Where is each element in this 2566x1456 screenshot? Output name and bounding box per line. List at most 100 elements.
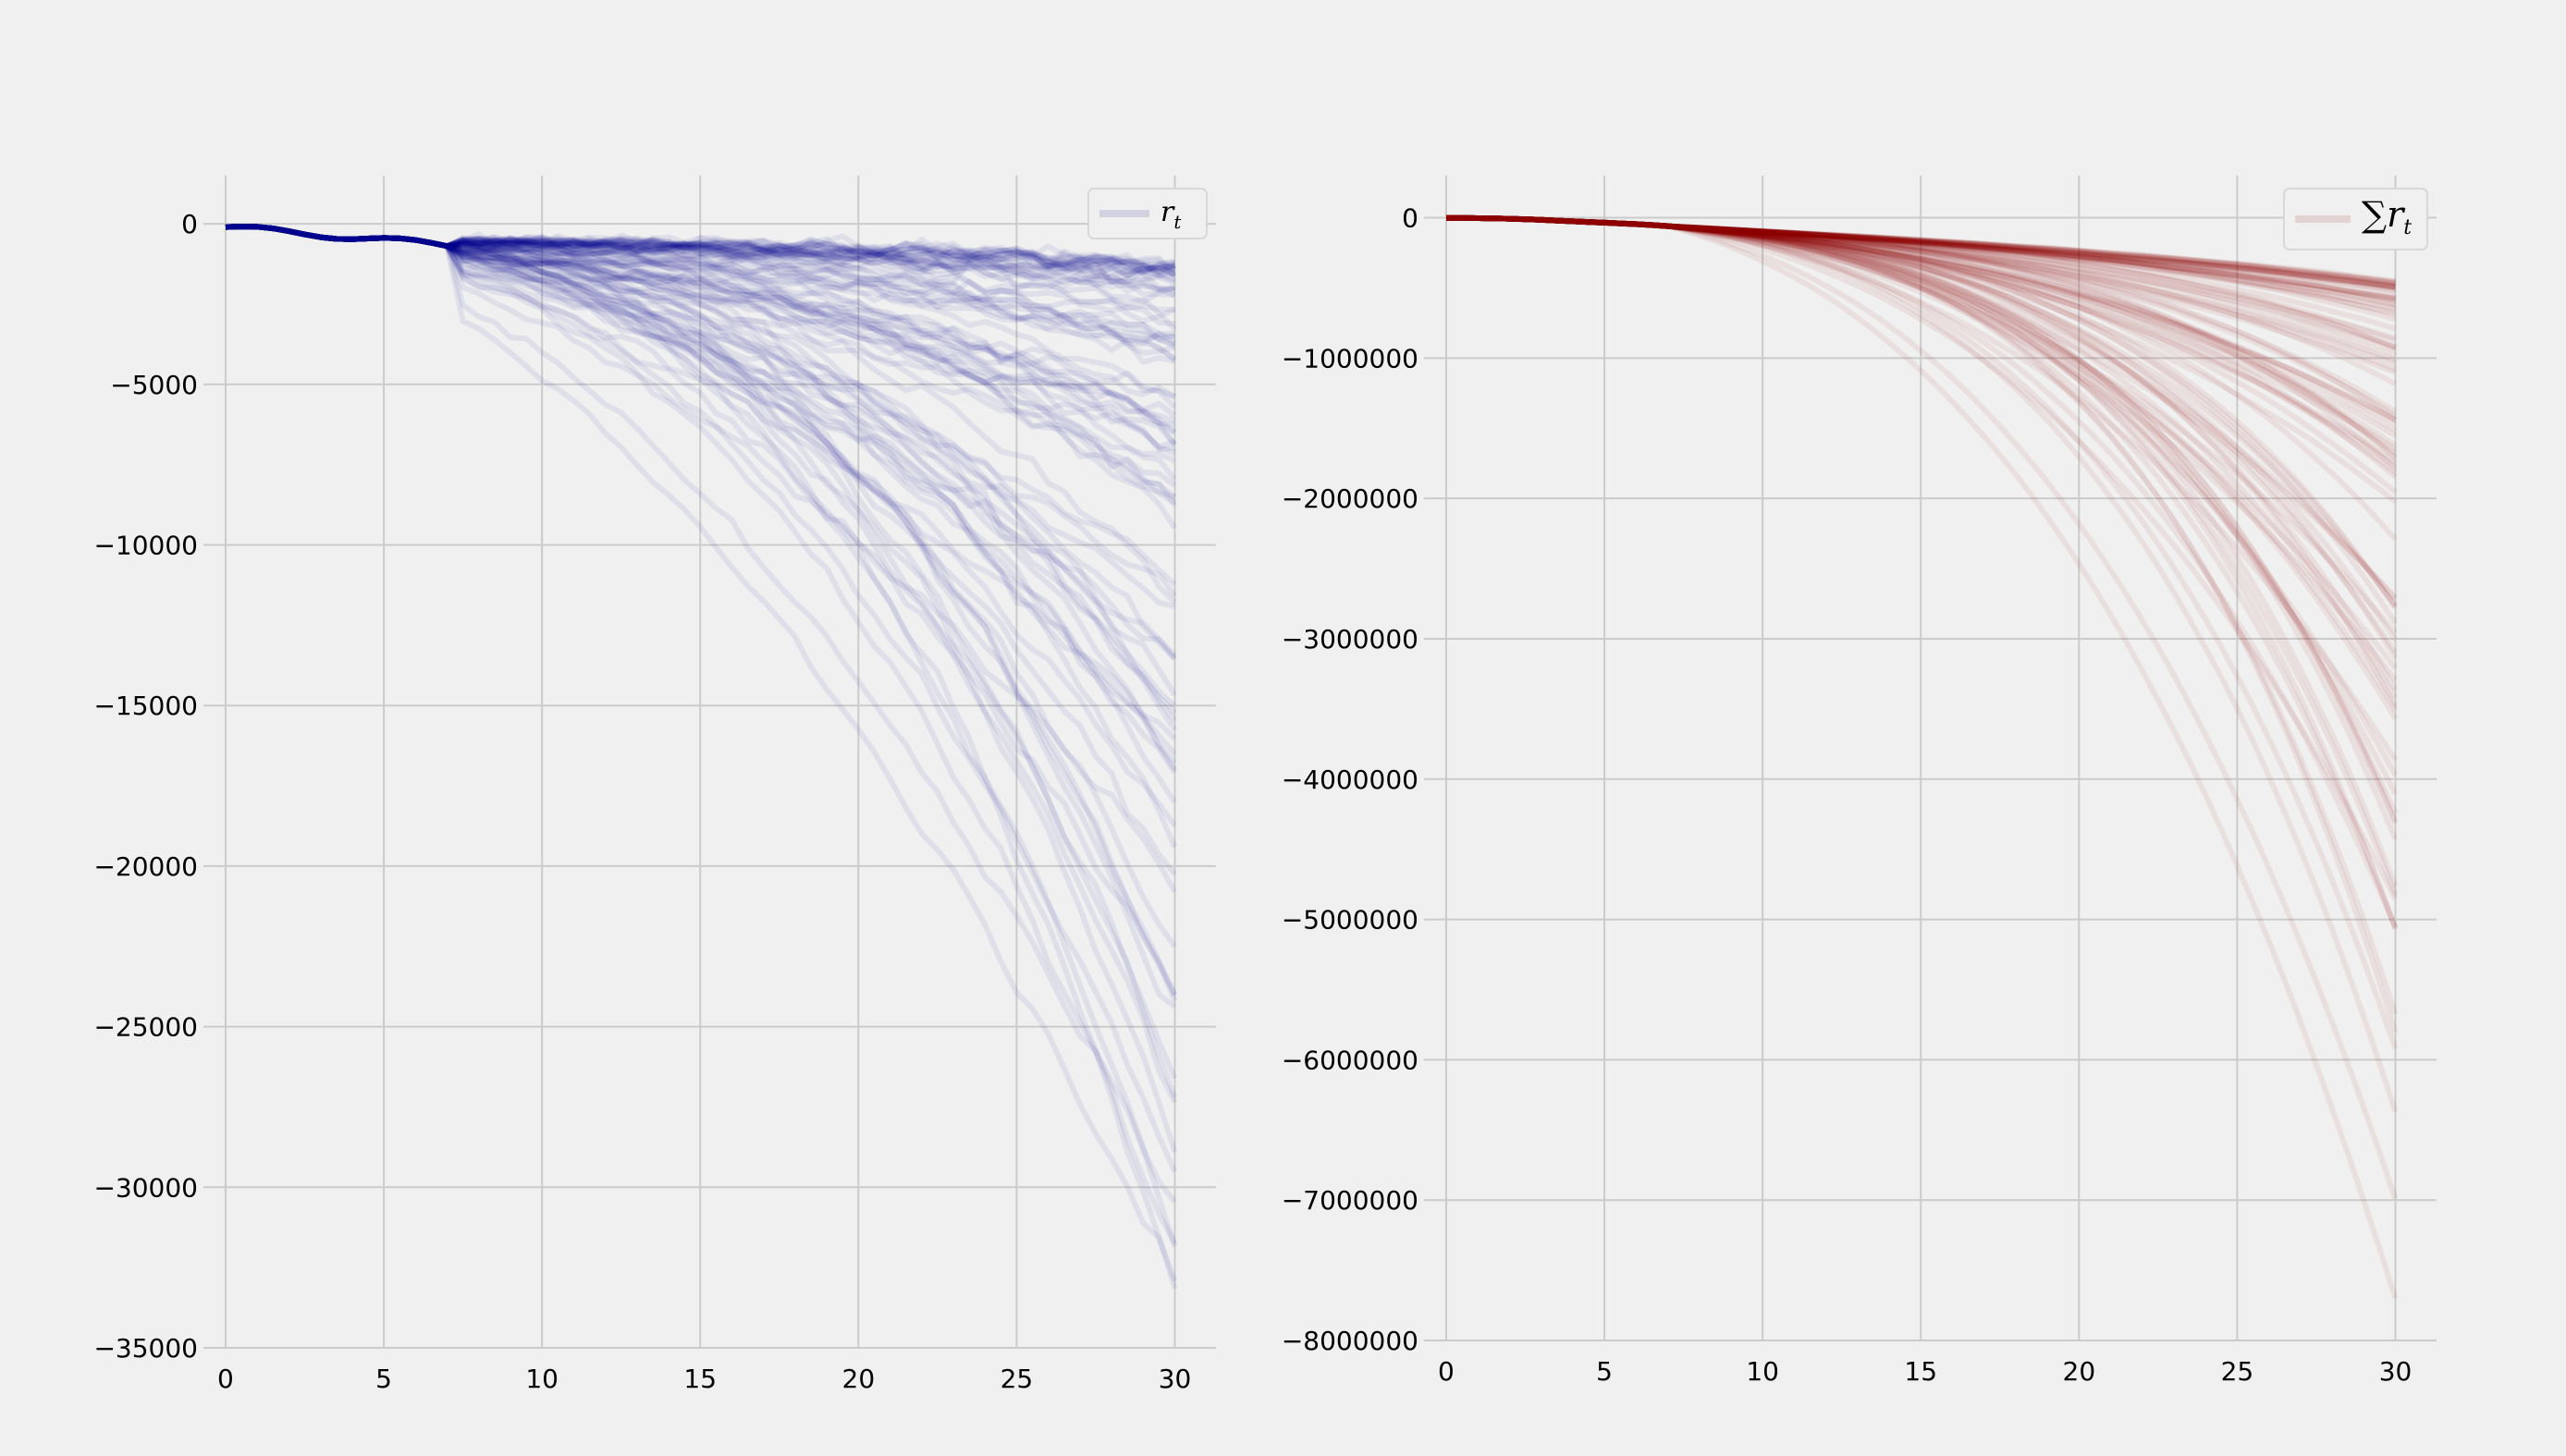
y-tick-label: −3000000 [1282,624,1418,655]
series-line [1445,214,2398,456]
series-line [1445,214,2399,931]
series-line [1445,214,2397,344]
series-line [225,224,1175,273]
series-line [225,224,1176,273]
series-line [1445,214,2396,286]
series-line [1445,214,2397,341]
series-line [225,224,1177,716]
series-line [225,224,1178,997]
series-line [225,224,1176,275]
series-line [1445,214,2397,427]
series-line [225,224,1177,765]
series-line [1445,214,2398,505]
x-tick-label: 25 [2221,1356,2254,1387]
series-line [1445,214,2397,312]
series-line [1445,214,2398,480]
series-line [225,224,1178,849]
series-line [225,224,1178,1080]
series-line [225,224,1177,272]
series-line [1445,214,2399,928]
series-line [1445,214,2398,439]
x-tick-label: 20 [2063,1356,2096,1387]
series-line [225,224,1177,508]
series-line [1445,214,2396,301]
series-line [1445,214,2399,777]
series-line [1445,214,2399,708]
right-chart-cumulative-rt: 0 5 10 15 20 25 30 0 −1000000 −2000000 −3000000 −4… [1282,176,2437,1387]
series-line [225,224,1178,804]
series-line [225,224,1175,276]
right-grid [1424,176,2437,1341]
series-line [1445,214,2396,290]
x-tick-label: 25 [1001,1364,1034,1394]
series-line [1445,214,2397,423]
series-line [225,224,1176,275]
series-line [225,224,1175,453]
x-tick-label: 30 [1159,1364,1192,1394]
series-line [225,224,1177,723]
series-line [1445,214,2399,825]
series-line [225,224,1177,876]
right-x-tick-labels: 0 5 10 15 20 25 30 [1438,1356,2412,1387]
series-line [225,224,1177,661]
series-line [225,224,1177,347]
x-tick-label: 5 [375,1364,392,1394]
series-line [225,224,1176,284]
series-line [225,224,1175,327]
series-line [225,224,1176,365]
y-tick-label: −8000000 [1282,1326,1418,1356]
series-line [1445,214,2398,542]
series-line [1445,214,2398,434]
series-line [225,224,1177,435]
y-tick-label: −5000000 [1282,905,1418,936]
series-line [1445,214,2399,700]
series-line [1445,214,2398,601]
series-line [225,224,1178,1282]
x-tick-label: 10 [525,1364,559,1394]
series-line [225,224,1175,343]
series-line [1445,214,2398,471]
series-line [225,224,1177,756]
series-line [225,224,1178,775]
series-line [225,224,1177,332]
series-line [1445,214,2397,350]
x-tick-label: 0 [1438,1356,1455,1387]
series-line [1445,214,2399,625]
series-line [225,224,1175,312]
series-line [1445,214,2398,600]
series-line [225,224,1176,450]
series-line [225,224,1176,286]
series-line [1445,214,2398,469]
series-line [225,224,1178,1003]
left-legend-box [1087,188,1208,239]
y-tick-label: −35000 [93,1333,198,1364]
series-line [225,224,1176,324]
series-line [1445,214,2396,300]
series-line [1445,214,2396,288]
series-line [225,224,1177,447]
series-line [225,224,1177,948]
y-tick-label: −25000 [93,1012,198,1043]
series-line [225,224,1176,423]
left-chart-rt: 0 5 10 15 20 25 30 0 −5000 −10000 −15000 −20000 −25… [93,176,1216,1394]
series-line [1445,214,2397,353]
x-tick-label: 0 [217,1364,234,1394]
series-line [1445,214,2399,814]
series-line [225,224,1177,732]
series-line [1445,214,2399,796]
series-line [1445,214,2398,495]
x-tick-label: 15 [1904,1356,1937,1387]
series-line [225,224,1175,428]
x-tick-label: 10 [1746,1356,1779,1387]
series-line [1445,214,2398,461]
series-line [1445,214,2397,318]
series-line [225,224,1178,1290]
y-tick-label: −20000 [93,851,198,882]
series-line [1445,214,2397,295]
series-line [225,224,1177,587]
series-line [1445,214,2399,840]
series-line [1445,214,2397,307]
series-line [1445,214,2398,608]
y-tick-label: 0 [1402,203,1418,234]
